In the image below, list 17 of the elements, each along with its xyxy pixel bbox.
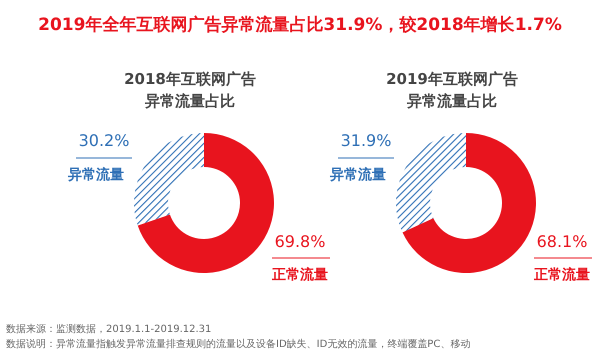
donut-slice <box>134 133 204 226</box>
text: 数据说明：异常流量指触发异常流量排查规则的流量以及设备ID缺失、ID无效的流量，终端覆盖PC、移动 <box>6 338 470 350</box>
donut-slice <box>138 133 274 273</box>
slice-label: 异常流量 <box>67 166 124 183</box>
donut-slice <box>396 133 466 232</box>
chart-title: 2018年互联网广告异常流量占比 <box>124 70 256 110</box>
text: 2019年全年互联网广告异常流量占比31.9%，较2018年增长1.7% <box>38 15 562 35</box>
data-label: 68.1% <box>536 232 588 251</box>
data-label: 31.9% <box>340 131 392 150</box>
source-note: 数据来源：监测数据，2019.1.1-2019.12.31 <box>6 323 212 335</box>
slice-label: 异常流量 <box>329 166 386 183</box>
chart-title: 2019年互联网广告异常流量占比 <box>386 70 518 110</box>
data-label: 69.8% <box>274 232 326 251</box>
legend-label: 正常流量 <box>271 266 328 283</box>
legend-label: 正常流量 <box>533 266 590 283</box>
donut-slice <box>402 133 536 273</box>
data-label: 30.2% <box>78 131 130 150</box>
